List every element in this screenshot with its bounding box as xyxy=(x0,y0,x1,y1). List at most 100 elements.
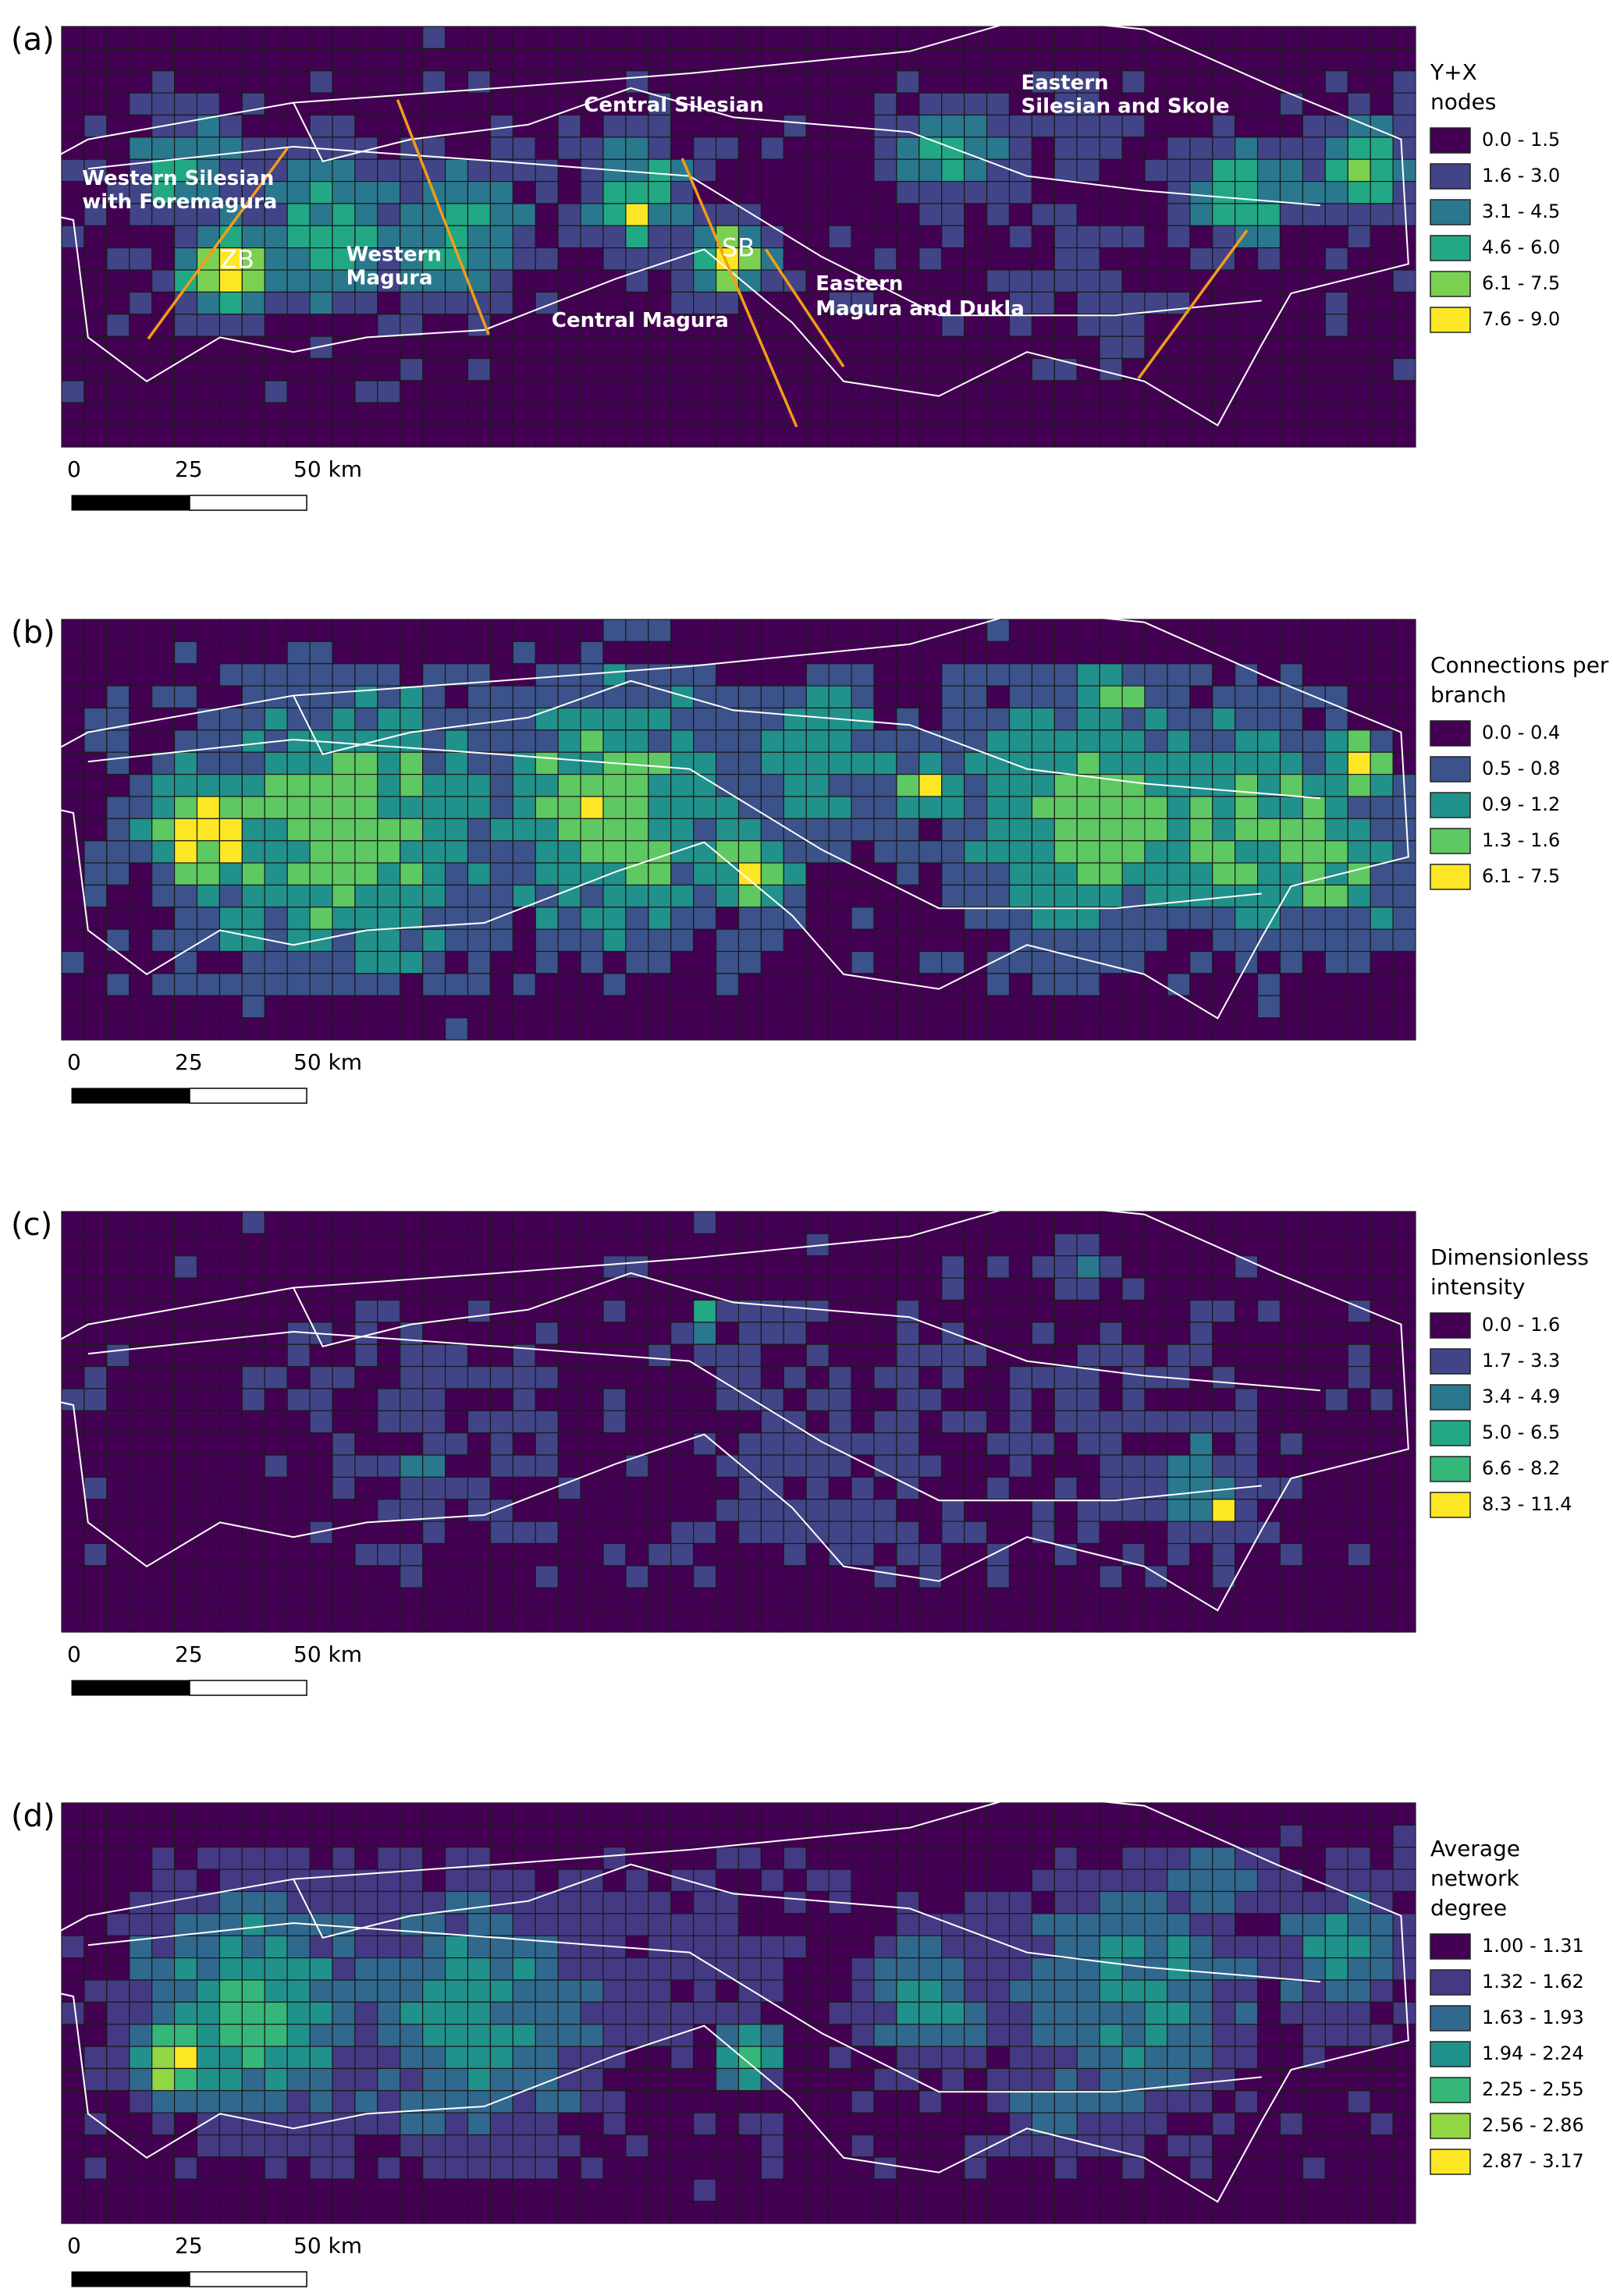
grid-cell xyxy=(1279,1432,1304,1456)
grid-cell xyxy=(1008,1277,1033,1301)
grid-cell xyxy=(783,26,807,49)
grid-cell xyxy=(1370,380,1394,403)
grid-cell xyxy=(309,26,333,49)
grid-cell xyxy=(1212,2090,1236,2113)
grid-cell xyxy=(1031,291,1055,315)
grid-cell xyxy=(286,402,311,426)
grid-cell xyxy=(986,1322,1011,1345)
grid-cell xyxy=(173,729,198,753)
grid-cell xyxy=(918,1587,943,1611)
grid-cell xyxy=(1279,1343,1304,1368)
grid-cell xyxy=(83,1935,108,1959)
grid-cell xyxy=(332,950,356,974)
grid-cell xyxy=(1189,907,1213,930)
grid-cell xyxy=(106,1913,130,1936)
grid-cell xyxy=(580,1322,604,1345)
grid-cell xyxy=(1370,70,1394,94)
grid-cell xyxy=(151,1365,176,1389)
grid-cell xyxy=(444,1587,469,1611)
grid-cell xyxy=(896,818,920,842)
grid-cell xyxy=(444,424,469,448)
grid-cell xyxy=(805,402,830,426)
grid-cell xyxy=(1144,1521,1168,1545)
grid-cell xyxy=(83,1410,108,1434)
grid-cell xyxy=(557,158,581,183)
grid-cell xyxy=(173,247,198,271)
legend-label: 1.7 - 3.3 xyxy=(1482,1350,1560,1372)
grid-cell xyxy=(489,1233,513,1257)
grid-cell xyxy=(580,751,604,775)
grid-cell xyxy=(173,1609,198,1633)
grid-cell xyxy=(580,335,604,360)
grid-cell xyxy=(873,158,897,183)
grid-cell xyxy=(941,1979,965,2003)
grid-cell xyxy=(918,1890,943,1915)
grid-cell xyxy=(783,1957,807,1981)
grid-cell xyxy=(670,2112,695,2136)
grid-cell xyxy=(489,1868,513,1893)
grid-cell xyxy=(83,1587,108,1611)
grid-cell xyxy=(377,1609,401,1633)
grid-cell xyxy=(715,950,740,974)
grid-cell xyxy=(1392,685,1416,709)
grid-cell xyxy=(602,1233,627,1257)
grid-cell xyxy=(1347,1365,1371,1389)
grid-cell xyxy=(444,357,469,381)
grid-cell xyxy=(896,1499,920,1522)
grid-cell xyxy=(964,269,988,293)
grid-cell xyxy=(151,950,176,974)
grid-cell xyxy=(1370,225,1394,249)
grid-cell xyxy=(151,70,176,94)
grid-cell xyxy=(602,2156,627,2180)
grid-cell xyxy=(851,1233,875,1257)
grid-cell xyxy=(1324,1388,1348,1411)
grid-cell xyxy=(1392,1255,1416,1279)
grid-cell xyxy=(1008,818,1033,842)
grid-cell xyxy=(828,180,852,204)
grid-cell xyxy=(805,751,830,775)
grid-cell xyxy=(737,380,762,403)
grid-cell xyxy=(964,2090,988,2113)
grid-cell xyxy=(1167,2201,1191,2224)
grid-cell xyxy=(535,1388,559,1411)
grid-cell xyxy=(1099,1847,1123,1870)
grid-cell xyxy=(83,884,108,908)
grid-cell xyxy=(535,2090,559,2113)
grid-cell xyxy=(1370,26,1394,49)
grid-cell xyxy=(1302,907,1326,930)
grid-cell xyxy=(1167,707,1191,731)
grid-cell xyxy=(693,1410,717,1434)
grid-cell xyxy=(332,818,356,842)
grid-cell xyxy=(670,619,695,642)
grid-cell xyxy=(986,707,1011,731)
grid-cell xyxy=(670,2156,695,2180)
legend-label: 6.1 - 7.5 xyxy=(1482,865,1560,887)
grid-cell xyxy=(61,2024,85,2047)
grid-cell xyxy=(625,1017,649,1041)
grid-cell xyxy=(1324,1255,1348,1279)
grid-cell xyxy=(512,619,536,642)
grid-cell xyxy=(400,1609,424,1633)
grid-cell xyxy=(444,641,469,665)
grid-cell xyxy=(400,1565,424,1588)
grid-cell xyxy=(83,92,108,116)
grid-cell xyxy=(61,1255,85,1279)
grid-cell xyxy=(106,1521,130,1545)
grid-cell xyxy=(106,818,130,842)
grid-cell xyxy=(1347,314,1371,337)
grid-cell xyxy=(309,2090,333,2113)
grid-cell xyxy=(625,137,649,160)
grid-cell xyxy=(354,1322,378,1345)
grid-cell xyxy=(873,995,897,1019)
grid-cell xyxy=(241,1299,265,1323)
grid-cell xyxy=(264,1824,288,1848)
grid-cell xyxy=(106,1847,130,1870)
grid-cell xyxy=(309,1255,333,1279)
grid-cell xyxy=(1370,291,1394,315)
grid-cell xyxy=(580,1521,604,1545)
grid-cell xyxy=(557,729,581,753)
grid-cell xyxy=(737,1609,762,1633)
grid-cell xyxy=(1302,1521,1326,1545)
map-label: Central Silesian xyxy=(584,94,764,117)
grid-cell xyxy=(1212,950,1236,974)
